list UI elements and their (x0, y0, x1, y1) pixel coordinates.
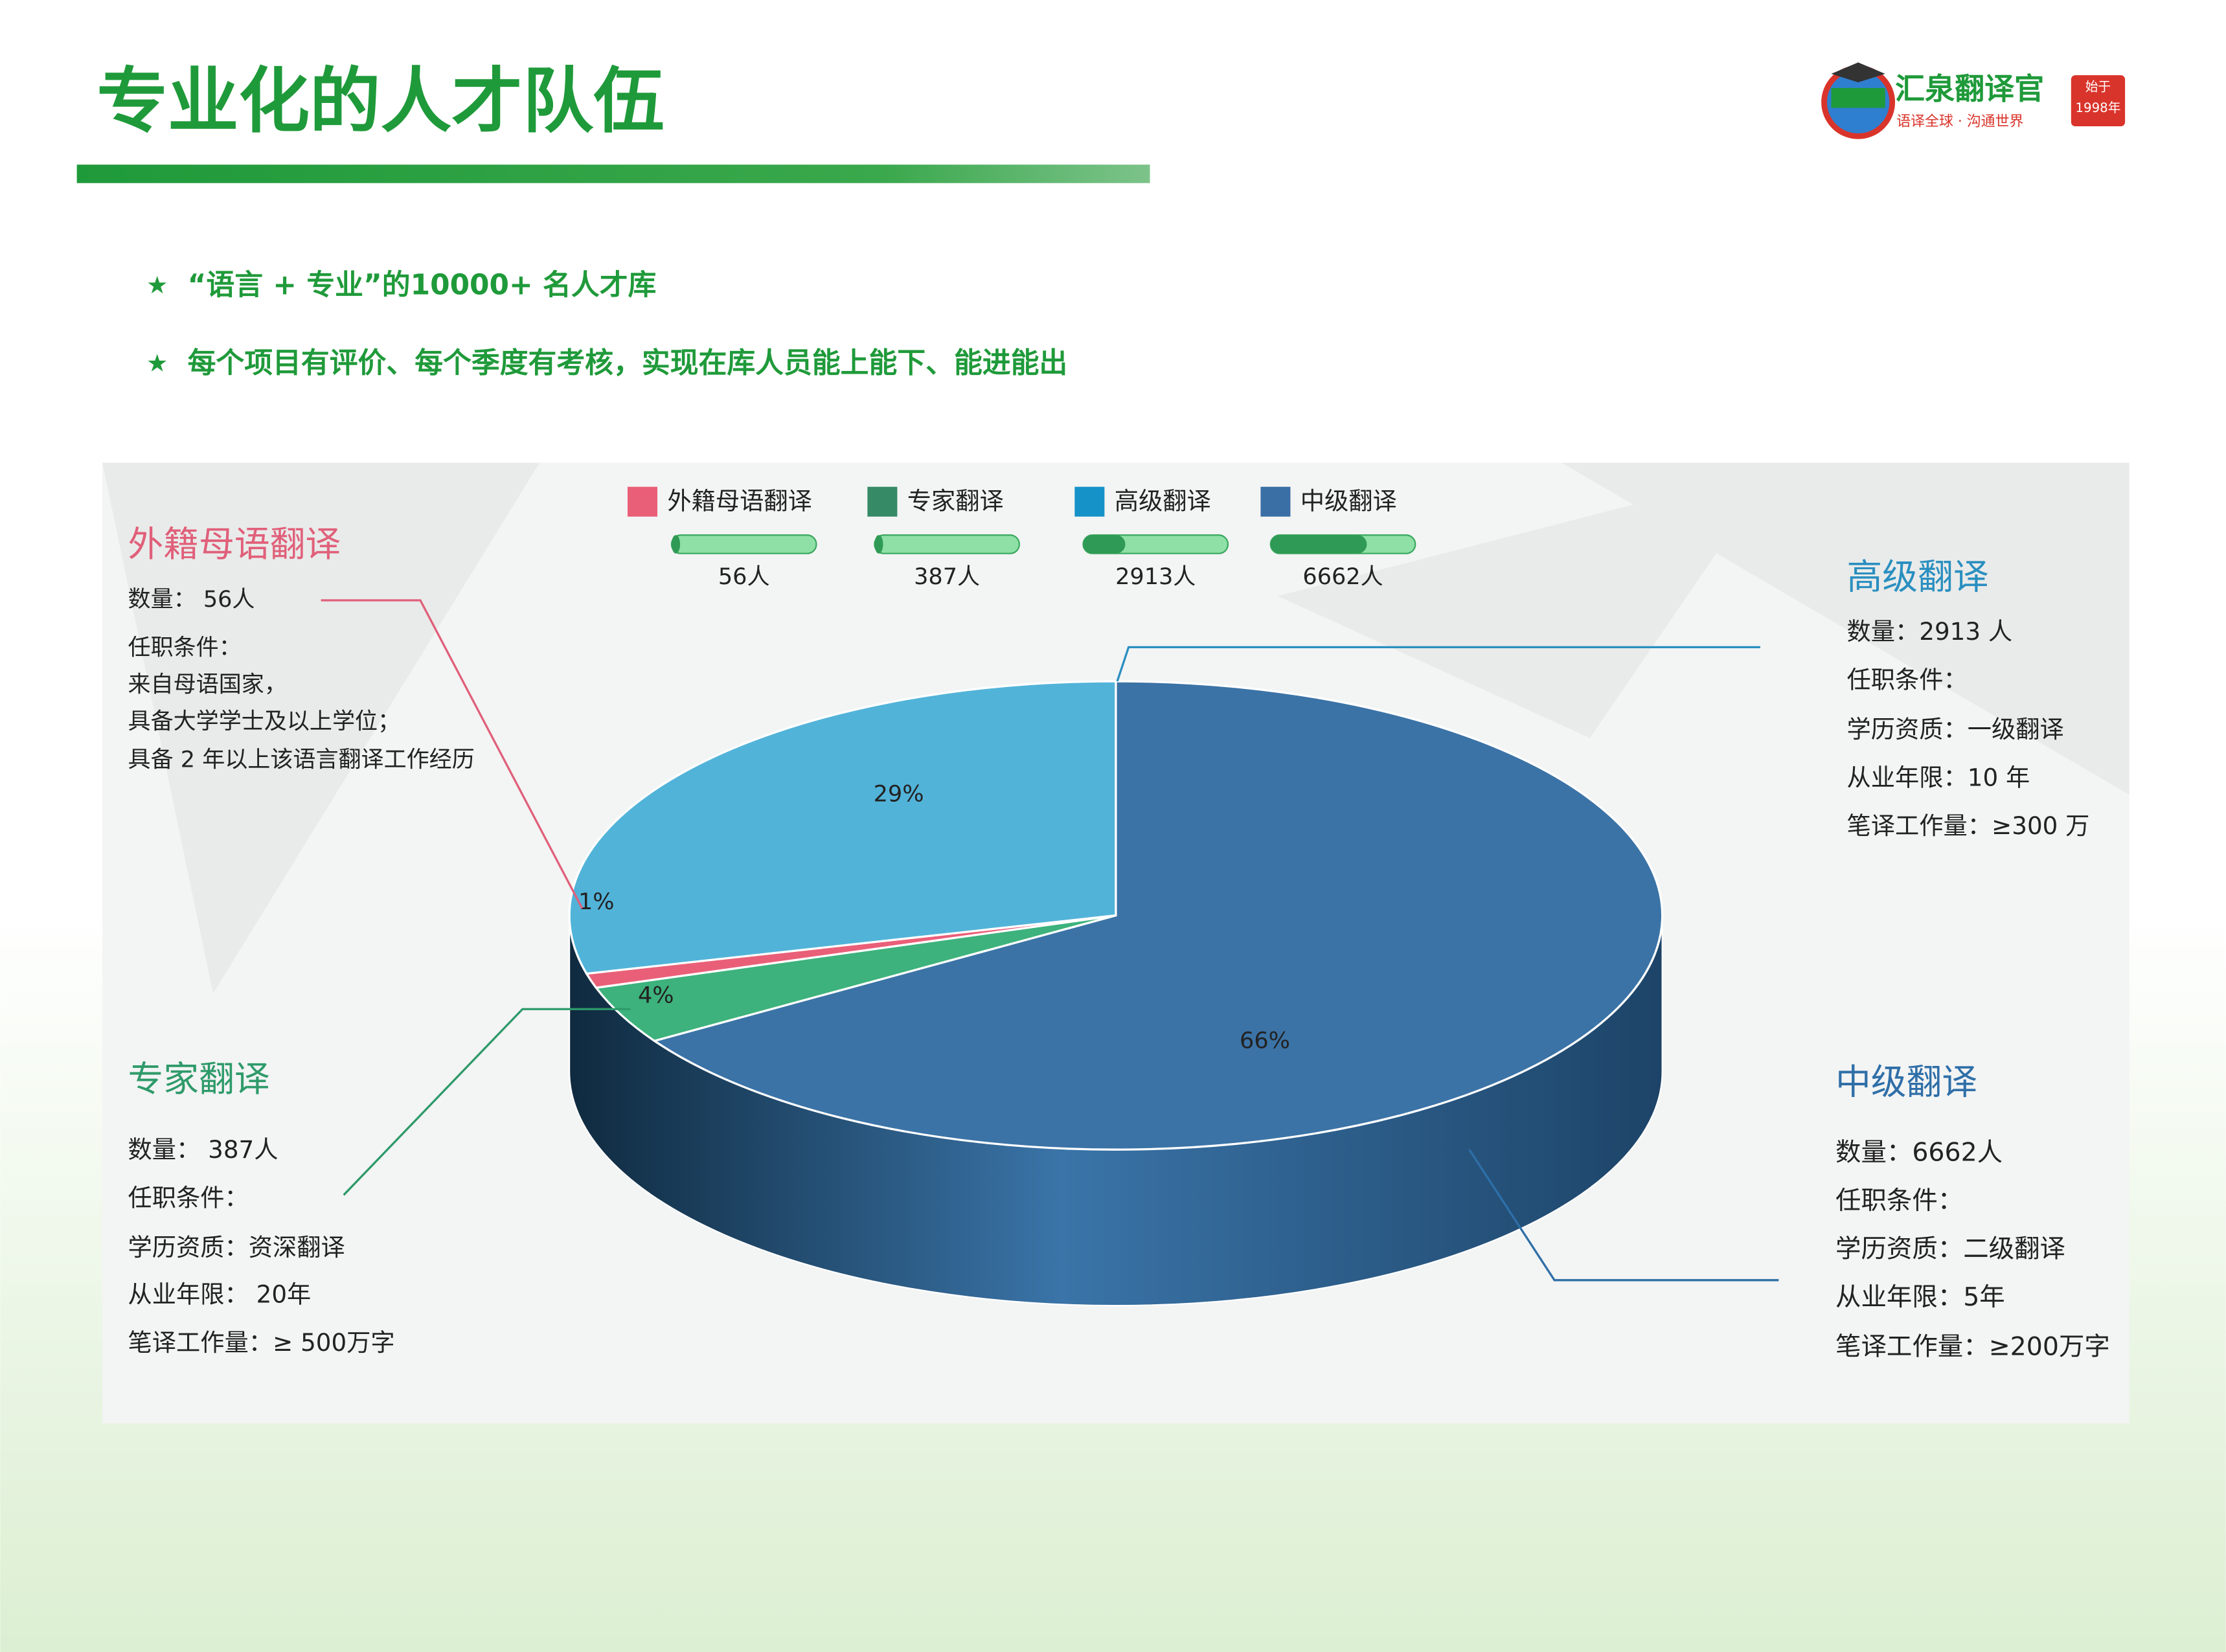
count-label: 387人 (914, 563, 980, 590)
bullet-star: ★ (146, 349, 168, 378)
detail-line: 来自母语国家， (128, 672, 287, 698)
logo-seal-box: 始于1998年 (2075, 80, 2121, 117)
logo-band (1831, 87, 1885, 108)
legend-swatch (867, 486, 898, 517)
logo-name: 汇泉翻译官 (1895, 71, 2044, 106)
bullet: 每个项目有评价、每个季度有考核，实现在库人员能上能下、能进能出 (188, 346, 1068, 379)
detail-line: 从业年限：10 年 (1847, 764, 2030, 792)
pie-slice (594, 914, 1117, 1043)
detail-title: 外籍母语翻译 (128, 523, 341, 565)
detail-line: 数量：2913 人 (1847, 617, 2013, 646)
detail-line: 具备 2 年以上该语言翻译工作经历 (128, 747, 475, 773)
leader-line (343, 1008, 631, 1196)
page-title: 专业化的人才队伍 (97, 60, 664, 142)
bullet: “语言 + 专业”的10000+ 名人才库 (188, 269, 657, 302)
bullet-star: ★ (146, 271, 168, 299)
logo-slogan: 语译全球 · 沟通世界 (1896, 113, 2023, 130)
detail-title: 专家翻译 (128, 1058, 270, 1100)
legend-label: 中级翻译 (1300, 486, 1397, 515)
detail-line: 任职条件： (1847, 665, 1968, 694)
slice-label: 66% (1240, 1028, 1290, 1054)
detail-line: 从业年限： 20年 (128, 1280, 312, 1308)
logo: 汇泉翻译官 语译全球 · 沟通世界 始于1998年 (1821, 62, 2126, 139)
detail-line: 数量： 56人 (128, 586, 255, 613)
detail-title: 高级翻译 (1847, 556, 1989, 597)
count-track (874, 534, 1020, 554)
legend-label: 专家翻译 (907, 486, 1004, 515)
slice-label: 4% (638, 982, 674, 1008)
leader-line (1116, 646, 1760, 682)
detail-line: 数量：6662人 (1835, 1137, 2003, 1167)
pie-slice (652, 680, 1664, 1151)
detail-line: 学历资质：二级翻译 (1835, 1234, 2065, 1263)
title-underline (76, 164, 1150, 183)
detail-line: 笔译工作量：≥200万字 (1835, 1332, 2110, 1362)
detail-line: 具备大学学士及以上学位； (128, 708, 401, 735)
legend-swatch (1074, 486, 1105, 517)
detail-line: 从业年限：5年 (1835, 1282, 2005, 1312)
detail-line: 学历资质：资深翻译 (128, 1233, 345, 1262)
legend-label: 外籍母语翻译 (667, 486, 812, 515)
logo-seal (2071, 75, 2126, 127)
chart: 66%4%1%29%外籍母语翻译56人专家翻译387人高级翻译2913人中级翻译… (128, 486, 2110, 1361)
detail-title: 中级翻译 (1835, 1061, 1977, 1102)
count-bar (1083, 535, 1126, 554)
legend-swatch (1260, 486, 1291, 517)
count-label: 56人 (718, 563, 770, 590)
count-bar (874, 535, 883, 554)
slice-label: 1% (578, 888, 615, 915)
pie-slice (568, 680, 1117, 975)
panel-pattern (102, 462, 2129, 994)
detail-line: 笔译工作量：≥ 500万字 (128, 1328, 395, 1357)
legend-label: 高级翻译 (1115, 486, 1211, 515)
slice-label: 29% (874, 780, 924, 807)
detail-line: 笔译工作量：≥300 万 (1847, 811, 2090, 840)
logo-seal-text: 始于1998年 (2075, 80, 2121, 117)
detail-line: 学历资质：一级翻译 (1847, 715, 2064, 743)
legend-swatch (627, 486, 658, 517)
detail-line: 任职条件： (128, 635, 242, 661)
detail-line: 任职条件： (1835, 1186, 1963, 1216)
count-bar (1270, 535, 1367, 554)
detail-line: 数量： 387人 (128, 1135, 278, 1164)
logo-cap (1831, 62, 1885, 83)
count-track (670, 534, 817, 554)
leader-line (321, 599, 584, 909)
count-label: 2913人 (1115, 563, 1196, 590)
count-label: 6662人 (1302, 563, 1383, 590)
leader-line (1468, 1149, 1779, 1282)
detail-line: 任职条件： (128, 1183, 249, 1212)
count-bar (671, 535, 681, 554)
